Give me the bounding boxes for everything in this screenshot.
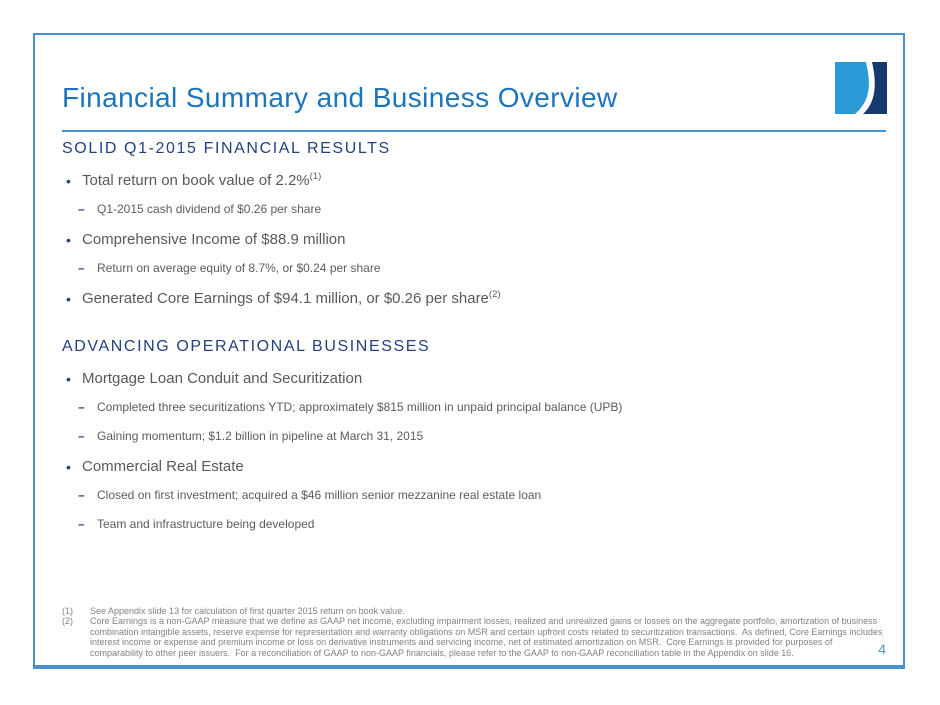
bullet-dot-icon xyxy=(66,290,71,309)
dash-icon xyxy=(78,400,85,414)
page-number: 4 xyxy=(878,641,886,657)
bullet-item: Mortgage Loan Conduit and Securitization xyxy=(62,370,883,388)
bullet-text: Comprehensive Income of $88.9 million xyxy=(82,231,346,248)
title-divider xyxy=(62,130,886,132)
slide: Financial Summary and Business Overview … xyxy=(33,33,905,669)
sub-bullet-text: Q1-2015 cash dividend of $0.26 per share xyxy=(97,202,322,216)
bullet-dot-icon xyxy=(66,370,71,389)
sub-bullet-text: Gaining momentum; $1.2 billion in pipeli… xyxy=(97,429,424,443)
dash-icon xyxy=(78,261,85,275)
dash-icon xyxy=(78,488,85,502)
dash-icon xyxy=(78,429,85,443)
bullet-list: Mortgage Loan Conduit and Securitization… xyxy=(62,370,883,531)
footnote-marker: (2) xyxy=(62,616,73,626)
section-operational-businesses: ADVANCING OPERATIONAL BUSINESSES Mortgag… xyxy=(62,337,883,531)
footnote-ref: (1) xyxy=(309,171,322,182)
section-heading-financial-results: SOLID Q1-2015 FINANCIAL RESULTS xyxy=(62,140,391,157)
sub-bullet-item: Completed three securitizations YTD; app… xyxy=(62,400,883,414)
dash-icon xyxy=(78,517,85,531)
footnote-line: comparability to other peer issuers. For… xyxy=(90,647,794,658)
bullet-text: Mortgage Loan Conduit and Securitization xyxy=(82,370,363,387)
bullet-dot-icon xyxy=(66,231,71,250)
bullet-text: Total return on book value of 2.2% xyxy=(82,172,310,189)
section-financial-results: SOLID Q1-2015 FINANCIAL RESULTS Total re… xyxy=(62,139,883,308)
bullet-text: Commercial Real Estate xyxy=(82,458,244,475)
bullet-dot-icon xyxy=(66,458,71,477)
bullet-item: Comprehensive Income of $88.9 million xyxy=(62,231,883,249)
company-logo-icon xyxy=(835,62,887,114)
footnotes: (1) See Appendix slide 13 for calculatio… xyxy=(62,606,883,659)
footnote-1: (1) See Appendix slide 13 for calculatio… xyxy=(62,606,883,617)
sub-bullet-item: Q1-2015 cash dividend of $0.26 per share xyxy=(62,202,883,216)
page-title: Financial Summary and Business Overview xyxy=(62,82,618,113)
slide-content: SOLID Q1-2015 FINANCIAL RESULTS Total re… xyxy=(62,139,883,546)
footnote-line: See Appendix slide 13 for calculation of… xyxy=(90,605,405,616)
bullet-item: Total return on book value of 2.2%(1) xyxy=(62,172,883,190)
footnote-line: Core Earnings is a non-GAAP measure that… xyxy=(90,616,878,626)
sub-bullet-text: Team and infrastructure being developed xyxy=(97,517,315,531)
sub-bullet-text: Closed on first investment; acquired a $… xyxy=(97,488,542,502)
bullet-item: Generated Core Earnings of $94.1 million… xyxy=(62,290,883,308)
footnote-2: (2) Core Earnings is a non-GAAP measure … xyxy=(62,616,883,658)
footnote-line: combination intangible assets, reserve e… xyxy=(90,626,883,637)
bullet-text: Generated Core Earnings of $94.1 million… xyxy=(82,290,489,307)
sub-bullet-text: Return on average equity of 8.7%, or $0.… xyxy=(97,261,381,275)
section-heading-operational-businesses: ADVANCING OPERATIONAL BUSINESSES xyxy=(62,338,431,355)
sub-bullet-item: Gaining momentum; $1.2 billion in pipeli… xyxy=(62,429,883,443)
sub-bullet-text: Completed three securitizations YTD; app… xyxy=(97,400,623,414)
sub-bullet-item: Team and infrastructure being developed xyxy=(62,517,883,531)
bullet-dot-icon xyxy=(66,172,71,191)
dash-icon xyxy=(78,202,85,216)
bullet-list: Total return on book value of 2.2%(1) Q1… xyxy=(62,172,883,308)
footnote-marker: (1) xyxy=(62,605,73,616)
bullet-item: Commercial Real Estate xyxy=(62,458,883,476)
footnote-ref: (2) xyxy=(488,289,501,300)
sub-bullet-item: Closed on first investment; acquired a $… xyxy=(62,488,883,502)
footnote-line: interest income or expense and premium i… xyxy=(90,637,833,647)
sub-bullet-item: Return on average equity of 8.7%, or $0.… xyxy=(62,261,883,275)
